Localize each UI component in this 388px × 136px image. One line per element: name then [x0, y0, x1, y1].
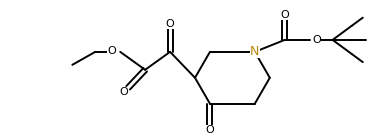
- Text: N: N: [250, 45, 260, 58]
- Text: O: O: [166, 19, 175, 29]
- Text: O: O: [107, 46, 116, 56]
- Text: O: O: [281, 10, 289, 20]
- Text: O: O: [206, 125, 214, 135]
- Text: O: O: [120, 87, 128, 97]
- Text: O: O: [313, 35, 321, 45]
